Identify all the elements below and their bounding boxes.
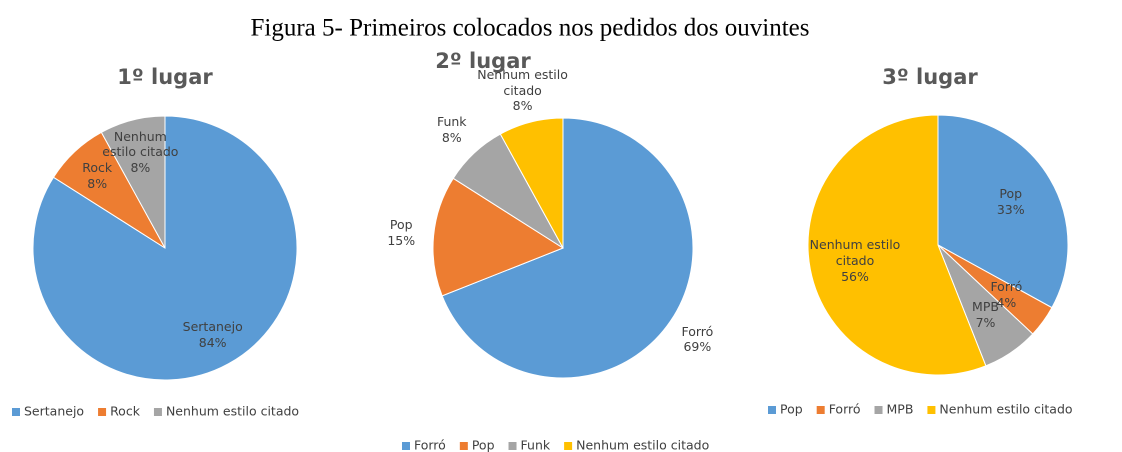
slice-value: 8% (130, 159, 151, 175)
legend-swatch (459, 442, 468, 450)
legend-swatch (768, 406, 776, 414)
legend-swatch (927, 406, 936, 414)
legend-label: Nenhum estilo citado (939, 402, 1072, 417)
figure-title: Figura 5- Primeiros colocados nos pedido… (251, 15, 810, 42)
pie-slice (32, 115, 298, 381)
legend-label: Funk (521, 438, 551, 452)
pie-title: 1º lugar (117, 65, 213, 89)
slice-value: 84% (198, 334, 227, 350)
slice-label-box: Pop 33% (961, 167, 1061, 237)
legend-swatch (816, 406, 825, 414)
slice-name: Pop (999, 186, 1023, 202)
slice-label-box: Nenhum estilo citado 8% (95, 117, 185, 187)
slice-value: 8% (512, 98, 533, 114)
legend-label: Nenhum estilo citado (166, 404, 299, 419)
slice-label-box: Sertanejo 84% (168, 300, 258, 370)
slice-value: 33% (996, 201, 1025, 217)
slice-name: Forró (990, 279, 1023, 295)
legend-swatch (153, 408, 162, 416)
legend-label: Pop (472, 438, 495, 452)
slice-label-box: Forró 69% (632, 304, 762, 374)
legend-label: Forró (829, 402, 861, 417)
pie-slice (937, 114, 1069, 309)
legend-swatch (12, 408, 20, 416)
slice-value: 4% (996, 294, 1017, 310)
slice-name: Forró (681, 323, 714, 339)
pie-slice (441, 117, 694, 379)
slice-name: Funk (436, 113, 467, 129)
legend-swatch (98, 408, 107, 416)
slice-value: 8% (87, 175, 108, 191)
slice-name: Nenhum estilo citado (809, 237, 901, 269)
legend-swatch (874, 406, 883, 414)
legend-label: Pop (780, 402, 803, 417)
slice-value: 7% (975, 314, 996, 330)
legend-label: Rock (110, 404, 141, 419)
legend-label: Sertanejo (24, 404, 84, 419)
legend-label: Forró (414, 438, 446, 452)
slice-value: 56% (841, 268, 869, 284)
slice-label-box: Forró 4% (956, 260, 1056, 330)
slice-name: Sertanejo (182, 319, 243, 335)
slice-label-box: Funk 8% (387, 95, 517, 165)
legend-label: Nenhum estilo citado (576, 438, 709, 452)
legend-swatch (402, 442, 410, 450)
slice-name: Rock (82, 160, 113, 176)
pie-slice (432, 177, 565, 297)
slice-label-box: MPB 7% (935, 280, 1035, 350)
slice-name: Nenhum estilo citado (102, 128, 179, 160)
pie-title: 2º lugar (435, 49, 531, 73)
pie-slice (807, 114, 987, 376)
slice-value: 8% (441, 129, 462, 145)
pie-slice (499, 117, 564, 249)
slice-name: Pop (389, 217, 413, 233)
slice-label-box: Nenhum estilo citado 8% (458, 56, 588, 126)
slice-label-box: Rock 8% (52, 141, 142, 211)
slice-label-box: Nenhum estilo citado 56% (805, 226, 905, 296)
legend-label: MPB (887, 402, 914, 417)
pie-slice (100, 115, 166, 249)
legend-swatch (564, 442, 573, 450)
legend-swatch (508, 442, 517, 450)
pie-title: 3º lugar (882, 65, 978, 89)
slice-name: Nenhum estilo citado (477, 67, 568, 98)
slice-name: MPB (972, 299, 999, 315)
slice-label-box: Pop 15% (336, 198, 466, 268)
slice-value: 15% (387, 232, 416, 248)
slice-value: 69% (683, 339, 712, 355)
